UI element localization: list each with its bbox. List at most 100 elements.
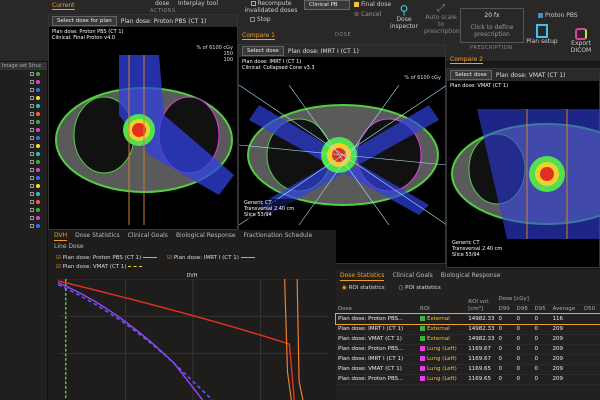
visibility-checkbox[interactable]: [30, 88, 34, 92]
roi-list-item[interactable]: [0, 70, 47, 78]
dose-inspector-button[interactable]: ⚲ Dose inspector: [386, 4, 422, 30]
visibility-checkbox[interactable]: [30, 176, 34, 180]
roi-list-item[interactable]: [0, 182, 47, 190]
roi-list-item[interactable]: [0, 190, 47, 198]
legend-checkbox[interactable]: ☑: [167, 255, 172, 261]
select-dose-dropdown[interactable]: Select dose: [242, 46, 284, 56]
roi-list-item[interactable]: [0, 78, 47, 86]
visibility-checkbox[interactable]: [30, 216, 34, 220]
dvh-tab[interactable]: Fractionation Schedule: [243, 232, 313, 239]
stats-tab[interactable]: Dose Statistics: [340, 272, 385, 281]
legend-checkbox[interactable]: ☑: [56, 255, 61, 261]
dvh-tab[interactable]: Line Dose: [54, 243, 84, 250]
stats-tab[interactable]: Biological Response: [440, 272, 501, 279]
column-header[interactable]: D95: [532, 304, 551, 315]
visibility-checkbox[interactable]: [30, 224, 34, 228]
table-row[interactable]: Plan dose: Proton PBS... Lung (Left) 1169.…: [336, 344, 600, 355]
column-header[interactable]: D50: [581, 304, 600, 315]
export-button[interactable]: Export DICOM: [562, 28, 600, 54]
table-row[interactable]: Plan dose: IMRT I (CT 1) Lung (Left) 1169.…: [336, 354, 600, 365]
dvh-legend-item[interactable]: ☑ Plan dose: VMAT (CT 1): [56, 264, 143, 271]
roi-list-item[interactable]: [0, 86, 47, 94]
roi-list-item[interactable]: [0, 110, 47, 118]
visibility-checkbox[interactable]: [30, 144, 34, 148]
roi-list-item[interactable]: [0, 118, 47, 126]
roi-list-item[interactable]: [0, 94, 47, 102]
tab-compare-2[interactable]: Compare 2: [450, 56, 483, 64]
view-compare-2[interactable]: Compare 2 Select dose Plan dose: VMAT (CT…: [446, 56, 600, 268]
roi-list-item[interactable]: [0, 174, 47, 182]
final-dose-icon: [354, 2, 359, 7]
legend-checkbox[interactable]: ☑: [56, 264, 61, 270]
visibility-checkbox[interactable]: [30, 72, 34, 76]
dvh-tab[interactable]: DVH: [54, 232, 68, 241]
visibility-checkbox[interactable]: [30, 168, 34, 172]
roi-list-item[interactable]: [0, 102, 47, 110]
dvh-tab[interactable]: Biological Response: [175, 232, 236, 239]
visibility-checkbox[interactable]: [30, 160, 34, 164]
column-header[interactable]: D99: [496, 304, 515, 315]
view-compare-1[interactable]: Compare 1 Select dose Plan dose: IMRT I (…: [238, 32, 447, 264]
visibility-checkbox[interactable]: [30, 120, 34, 124]
plan-setup-button[interactable]: Plan setup: [526, 24, 558, 45]
roi-list-item[interactable]: [0, 166, 47, 174]
dvh-curve: [58, 283, 213, 400]
roi-statistics-radio[interactable]: ◉ ROI statistics: [342, 285, 385, 291]
recompute-button[interactable]: Recompute invalidated doses: [240, 0, 302, 14]
tab-current[interactable]: Current: [52, 2, 75, 10]
visibility-checkbox[interactable]: [30, 184, 34, 188]
dvh-title: DVH: [186, 273, 198, 279]
view-plan-label: Plan dose: IMRT I (CT 1): [287, 47, 359, 55]
column-header[interactable]: D98: [514, 304, 533, 315]
dvh-tab[interactable]: Dose Statistics: [75, 232, 120, 239]
view-current[interactable]: Current Select dose for plan Plan dose: P…: [48, 2, 238, 230]
table-row[interactable]: Plan dose: VMAT (CT 1) External 14982.33 0 0…: [336, 334, 600, 345]
roi-list-item[interactable]: [0, 134, 47, 142]
visibility-checkbox[interactable]: [30, 208, 34, 212]
poi-statistics-radio[interactable]: ○ POI statistics: [398, 285, 441, 291]
roi-list-item[interactable]: [0, 158, 47, 166]
select-dose-dropdown[interactable]: Select dose for plan: [52, 16, 117, 26]
table-row[interactable]: Plan dose: IMRT I (CT 1) External 14982.33…: [336, 324, 600, 335]
cancel-button[interactable]: ⊘ Cancel: [354, 11, 382, 18]
auto-scale-button[interactable]: ⤢ Auto scale to prescription: [424, 4, 460, 36]
visibility-checkbox[interactable]: [30, 152, 34, 156]
clinical-select[interactable]: Clinical PB: [304, 0, 350, 10]
dvh-legend-item[interactable]: ☑ Plan dose: IMRT I (CT 1): [167, 255, 255, 262]
visibility-checkbox[interactable]: [30, 104, 34, 108]
roi-list-item[interactable]: [0, 126, 47, 134]
visibility-checkbox[interactable]: [30, 80, 34, 84]
roi-list-item[interactable]: [0, 150, 47, 158]
visibility-checkbox[interactable]: [30, 136, 34, 140]
stop-button[interactable]: Stop: [250, 16, 271, 23]
roi-color-dot: [36, 144, 40, 148]
dose-cell: Plan dose: Proton PBS...: [336, 314, 418, 325]
visibility-checkbox[interactable]: [30, 200, 34, 204]
view-info: Plan dose: IMRT I (CT 1) Clinical: Collap…: [242, 59, 315, 71]
interplay-tool-button[interactable]: Interplay tool: [178, 0, 219, 7]
table-row[interactable]: Plan dose: Proton PBS... External 14982.33…: [335, 313, 600, 325]
tab-compare-1[interactable]: Compare 1: [242, 32, 275, 40]
column-header[interactable]: Average: [550, 304, 582, 315]
recompute-icon: [250, 1, 256, 6]
column-header[interactable]: ROI vol. [cm³]: [466, 294, 497, 315]
table-row[interactable]: Plan dose: Proton PBS... Lung (Left) 1169.…: [336, 374, 600, 385]
visibility-checkbox[interactable]: [30, 192, 34, 196]
roi-list-item[interactable]: [0, 198, 47, 206]
roi-list-item[interactable]: [0, 206, 47, 214]
visibility-checkbox[interactable]: [30, 112, 34, 116]
roi-list-item[interactable]: [0, 214, 47, 222]
select-dose-dropdown[interactable]: Select dose: [450, 70, 492, 80]
visibility-checkbox[interactable]: [30, 96, 34, 100]
column-header[interactable]: Dose: [336, 294, 418, 315]
prescription-box[interactable]: 20 fx Click to define prescription: [460, 8, 524, 43]
roi-list-item[interactable]: [0, 222, 47, 230]
roi-list-item[interactable]: [0, 142, 47, 150]
dvh-tab[interactable]: Clinical Goals: [127, 232, 168, 239]
stats-tab[interactable]: Clinical Goals: [392, 272, 433, 279]
table-row[interactable]: Plan dose: VMAT (CT 1) Lung (Left) 1169.65…: [336, 364, 600, 375]
dvh-legend-item[interactable]: ☑ Plan dose: Proton PBS (CT 1): [56, 255, 158, 262]
visibility-checkbox[interactable]: [30, 128, 34, 132]
column-header[interactable]: ROI: [418, 294, 467, 315]
final-dose-button[interactable]: Final dose: [354, 1, 391, 8]
